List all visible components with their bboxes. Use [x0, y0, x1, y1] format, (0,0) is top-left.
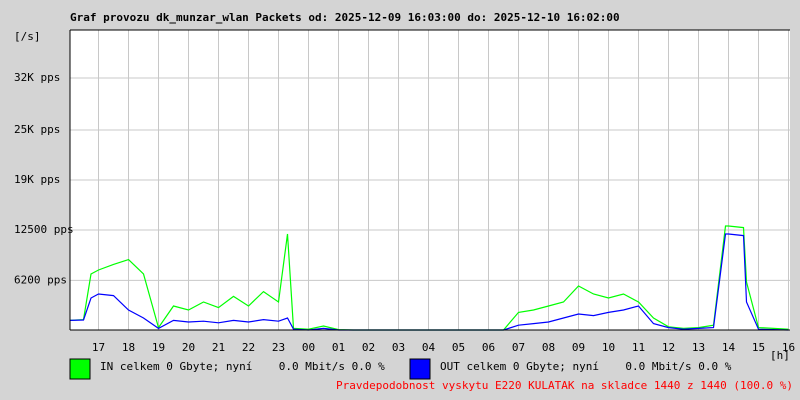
- x-tick-label: 06: [482, 341, 495, 354]
- x-tick-label: 21: [212, 341, 225, 354]
- legend-swatch: [69, 358, 91, 380]
- footer-note: Pravdepodobnost vyskytu E220 KULATAK na …: [336, 379, 793, 392]
- x-tick-label: 15: [752, 341, 765, 354]
- y-tick-label: 25K pps: [14, 123, 60, 136]
- x-axis-label: [h]: [770, 349, 790, 362]
- y-tick-label: 12500 pps: [14, 223, 74, 236]
- legend-label: IN celkem 0 Gbyte; nyní 0.0 Mbit/s 0.0 %: [100, 360, 385, 373]
- x-tick-label: 19: [152, 341, 165, 354]
- x-tick-label: 08: [542, 341, 555, 354]
- x-tick-label: 17: [92, 341, 105, 354]
- x-tick-label: 00: [302, 341, 315, 354]
- x-tick-label: 05: [452, 341, 465, 354]
- y-tick-label: 6200 pps: [14, 273, 67, 286]
- x-tick-label: 16: [782, 341, 795, 354]
- legend-swatch: [409, 358, 431, 380]
- x-tick-label: 07: [512, 341, 525, 354]
- y-axis-label: [/s]: [14, 30, 41, 43]
- x-tick-label: 18: [122, 341, 135, 354]
- x-tick-label: 12: [662, 341, 675, 354]
- y-tick-label: 32K pps: [14, 71, 60, 84]
- chart-title: Graf provozu dk_munzar_wlan Packets od: …: [70, 11, 620, 24]
- x-tick-label: 01: [332, 341, 345, 354]
- x-tick-label: 10: [602, 341, 615, 354]
- y-tick-label: 19K pps: [14, 173, 60, 186]
- x-tick-label: 22: [242, 341, 255, 354]
- x-tick-label: 11: [632, 341, 645, 354]
- x-tick-label: 23: [272, 341, 285, 354]
- x-tick-label: 13: [692, 341, 705, 354]
- legend-label: OUT celkem 0 Gbyte; nyní 0.0 Mbit/s 0.0 …: [440, 360, 732, 373]
- x-tick-label: 03: [392, 341, 405, 354]
- x-tick-label: 14: [722, 341, 736, 354]
- x-tick-label: 02: [362, 341, 375, 354]
- x-tick-label: 09: [572, 341, 585, 354]
- x-tick-label: 04: [422, 341, 436, 354]
- x-tick-label: 20: [182, 341, 195, 354]
